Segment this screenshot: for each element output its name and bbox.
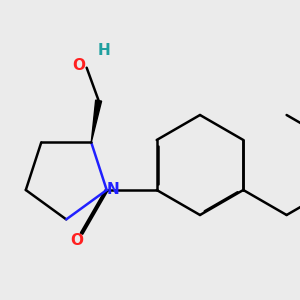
- Polygon shape: [91, 100, 102, 142]
- Text: H: H: [98, 43, 110, 58]
- Text: O: O: [70, 233, 83, 248]
- Text: N: N: [106, 182, 119, 197]
- Text: O: O: [73, 58, 86, 73]
